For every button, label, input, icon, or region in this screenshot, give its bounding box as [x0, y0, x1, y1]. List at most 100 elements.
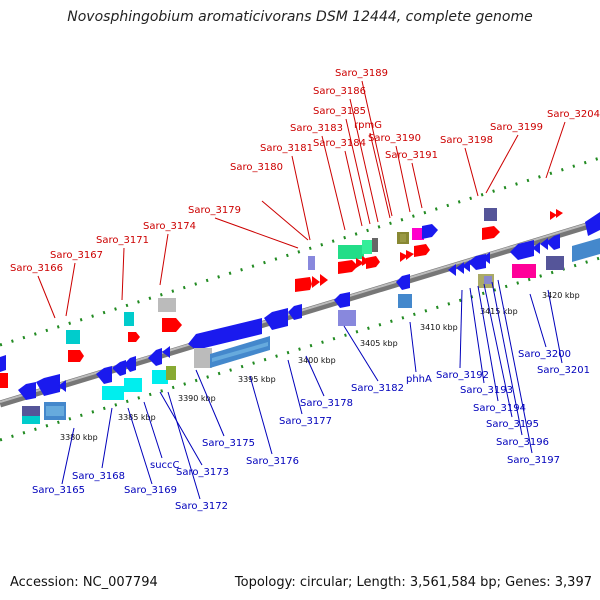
gene-label[interactable]: Saro_3165	[32, 485, 85, 496]
gene-box	[158, 298, 176, 312]
leader-line	[349, 98, 379, 223]
gene-arrow	[188, 318, 262, 350]
leader-line	[477, 285, 499, 402]
lower-track-dots	[0, 256, 600, 442]
leader-line	[65, 262, 76, 317]
gene-label[interactable]: Saro_3200	[518, 349, 571, 360]
leader-line	[159, 233, 169, 286]
gene-label[interactable]: Saro_3191	[385, 150, 438, 161]
gene-label[interactable]: Saro_3204	[547, 109, 600, 120]
gene-label[interactable]: Saro_3184	[313, 138, 366, 149]
gene-label[interactable]: Saro_3172	[175, 501, 228, 512]
gene-box	[308, 256, 315, 270]
gene-box	[546, 256, 564, 270]
gene-label[interactable]: Saro_3201	[537, 365, 590, 376]
leader-line	[143, 401, 163, 459]
leader-line	[37, 275, 56, 319]
gene-arrow	[396, 274, 410, 290]
gene-label[interactable]: succC	[150, 460, 180, 471]
gene-box	[398, 294, 412, 308]
leader-line	[167, 391, 201, 500]
gene-box	[124, 312, 134, 326]
gene-label[interactable]: Saro_3181	[260, 143, 313, 154]
gene-label[interactable]: Saro_3198	[440, 135, 493, 146]
leader-line	[469, 287, 485, 384]
label-leader-lines	[37, 80, 566, 500]
gene-label[interactable]: Saro_3174	[143, 221, 196, 232]
gene-label[interactable]: Saro_3182	[351, 383, 404, 394]
gene-label[interactable]: Saro_3192	[436, 370, 489, 381]
gene-box	[362, 240, 372, 254]
gene-label[interactable]: Saro_3178	[300, 398, 353, 409]
gene-label[interactable]: Saro_3169	[124, 485, 177, 496]
genome-summary-text: Topology: circular; Length: 3,561,584 bp…	[234, 575, 592, 590]
leader-line	[464, 147, 479, 197]
leader-line	[491, 281, 523, 436]
scale-tick-label: 3395 kbp	[238, 375, 276, 384]
gene-label[interactable]: Saro_3190	[368, 133, 421, 144]
scale-tick-label: 3405 kbp	[360, 339, 398, 348]
gene-label[interactable]: Saro_3180	[230, 162, 283, 173]
gene-arrow	[585, 212, 600, 236]
gene-label[interactable]: phhA	[406, 374, 432, 385]
gene-arrow	[288, 304, 302, 320]
gene-label[interactable]: Saro_3173	[176, 467, 229, 478]
leader-line	[369, 132, 391, 219]
gene-label[interactable]: Saro_3176	[246, 456, 299, 467]
leader-line	[344, 150, 363, 227]
gene-arrow	[124, 356, 136, 372]
gene-label[interactable]: rpmG	[354, 120, 382, 131]
gene-arrow	[162, 318, 182, 332]
gene-box	[338, 245, 364, 259]
gene-label[interactable]: Saro_3189	[335, 68, 388, 79]
gene-label[interactable]: Saro_3193	[460, 385, 513, 396]
gene-label[interactable]: Saro_3185	[313, 106, 366, 117]
gene-label[interactable]: Saro_3199	[490, 122, 543, 133]
gene-label[interactable]: Saro_3183	[290, 123, 343, 134]
gene-label[interactable]: Saro_3177	[279, 416, 332, 427]
gene-arrow	[422, 224, 438, 239]
gene-arrow	[0, 355, 6, 372]
gene-label[interactable]: Saro_3195	[486, 419, 539, 430]
gene-label[interactable]: Saro_3171	[96, 235, 149, 246]
gene-box	[484, 208, 497, 221]
gene-label[interactable]: Saro_3196	[496, 437, 549, 448]
leader-line	[121, 247, 125, 301]
gene-arrow	[264, 308, 288, 330]
gene-arrow	[312, 276, 320, 288]
gene-box	[412, 228, 424, 240]
gene-arrow	[540, 238, 548, 250]
gene-labels[interactable]: Saro_3166 Saro_3167 Saro_3171 Saro_3174 Saro…	[10, 68, 600, 512]
leader-line	[305, 355, 325, 397]
gene-arrow	[572, 238, 600, 262]
gene-label[interactable]: Saro_3168	[72, 471, 125, 482]
gene-label[interactable]: Saro_3166	[10, 263, 63, 274]
gene-arrow	[295, 277, 312, 292]
leader-line	[529, 293, 547, 348]
gene-box	[102, 386, 124, 400]
gene-box	[66, 330, 80, 344]
gene-label[interactable]: Saro_3175	[202, 438, 255, 449]
leader-line	[483, 283, 513, 418]
gene-label[interactable]: Saro_3179	[188, 205, 241, 216]
scale-tick-label: 3390 kbp	[178, 394, 216, 403]
accession-text: Accession: NC_007794	[10, 575, 158, 590]
gene-box	[484, 276, 492, 284]
leader-line	[409, 321, 417, 373]
gene-arrow	[338, 260, 358, 274]
scale-tick-label: 3400 kbp	[298, 356, 336, 365]
gene-arrow	[532, 242, 540, 254]
gene-arrow	[468, 254, 486, 270]
gene-label[interactable]: Saro_3186	[313, 86, 366, 97]
gene-arrow	[212, 342, 268, 362]
gene-box	[0, 373, 8, 388]
gene-arrow	[556, 209, 563, 218]
leader-line	[287, 359, 303, 415]
leader-line	[249, 375, 273, 455]
gene-label[interactable]: Saro_3167	[50, 250, 103, 261]
leader-line	[101, 407, 113, 469]
gene-label[interactable]: Saro_3197	[507, 455, 560, 466]
gene-label[interactable]: Saro_3194	[473, 403, 526, 414]
gene-arrow	[18, 382, 36, 400]
